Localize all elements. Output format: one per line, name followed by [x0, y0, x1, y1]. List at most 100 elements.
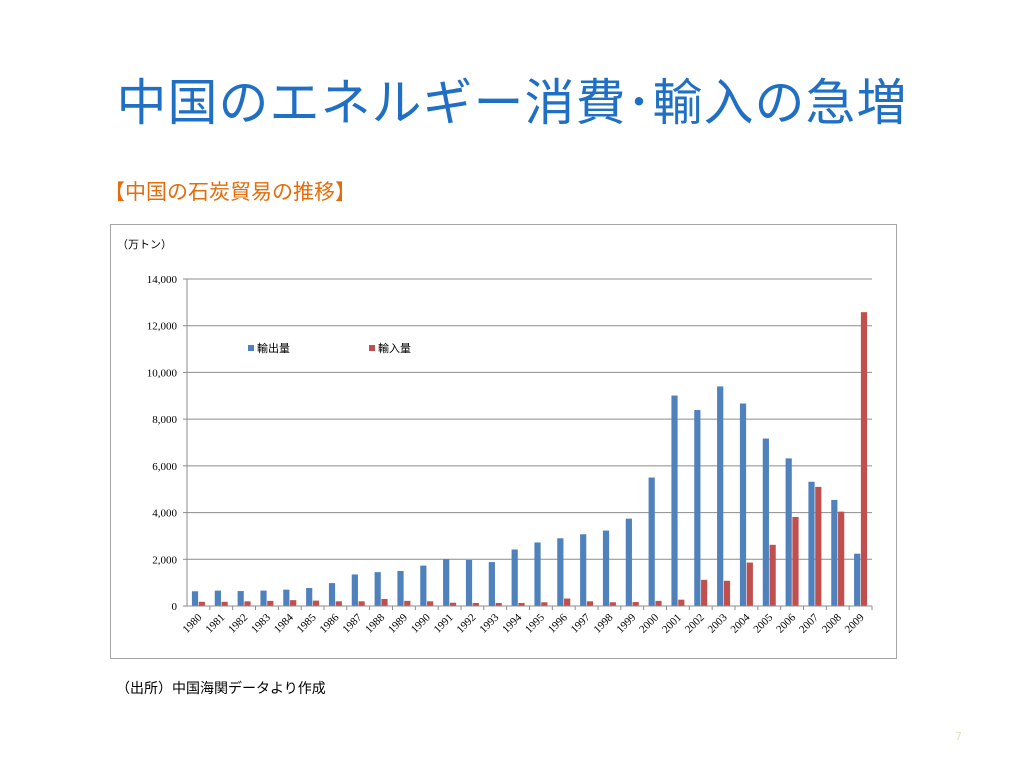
x-tick-label: 1980	[180, 611, 204, 635]
x-tick-label: 2005	[751, 611, 775, 635]
import-bar-2002	[701, 579, 708, 606]
import-bar-1984	[290, 600, 297, 606]
export-bar-2002	[694, 410, 701, 606]
x-tick-labels: 1980198119821983198419851986198719881989…	[180, 611, 867, 635]
y-tick-label: 0	[172, 601, 178, 613]
export-bar-2001	[671, 395, 678, 606]
import-bar-1981	[221, 601, 228, 606]
x-tick-label: 1995	[523, 611, 547, 635]
y-tick-label: 14,000	[147, 274, 178, 286]
x-tick-label: 1982	[226, 612, 250, 636]
x-tick-label: 2002	[683, 612, 707, 636]
x-tick-label: 2006	[774, 611, 798, 635]
export-bar-1980	[191, 591, 199, 606]
x-tick-label: 1996	[546, 611, 570, 635]
export-bar-1996	[557, 538, 564, 606]
export-bar-2007	[808, 481, 815, 606]
x-tick-label: 1981	[203, 612, 227, 636]
x-tick-label: 1991	[432, 612, 456, 636]
export-bar-1993	[488, 562, 495, 606]
x-tick-label: 1983	[249, 611, 273, 635]
import-bar-1986	[335, 601, 342, 606]
source-note: （出所）中国海関データより作成	[116, 681, 326, 697]
import-bar-2003	[723, 580, 731, 606]
export-bar-1982	[237, 591, 244, 606]
x-tick-label: 2001	[660, 612, 684, 636]
export-bar-1990	[420, 565, 427, 606]
x-tick-label: 1998	[591, 611, 615, 635]
gridlines	[187, 278, 872, 560]
y-tick-label: 10,000	[147, 367, 178, 379]
import-bar-1999	[632, 602, 639, 606]
export-bar-1983	[260, 590, 267, 606]
x-tick-label: 2008	[820, 611, 844, 635]
import-bar-1994	[518, 602, 525, 606]
export-bar-1992	[465, 559, 473, 606]
x-tick-label: 2003	[706, 611, 730, 635]
import-bar-1992	[472, 602, 479, 606]
export-bar-1986	[328, 583, 336, 606]
page-number: 7	[955, 730, 962, 743]
y-tick-label: 8,000	[152, 414, 177, 426]
y-tick-label: 12,000	[147, 321, 178, 333]
x-tick-label: 1985	[295, 611, 319, 635]
import-bar-1985	[312, 600, 320, 606]
x-tick-label: 1992	[454, 612, 478, 636]
import-bar-2005	[769, 544, 776, 606]
import-bar-1997	[586, 601, 594, 606]
export-bar-1988	[374, 572, 381, 606]
import-bar-2006	[792, 517, 799, 606]
x-tick-label: 1989	[386, 611, 410, 635]
y-tick-label: 6,000	[152, 461, 177, 473]
x-tick-label: 1990	[409, 611, 433, 635]
export-bar-2009	[854, 553, 861, 606]
export-bar-1989	[397, 570, 404, 606]
export-bar-1994	[511, 549, 518, 606]
bars	[191, 312, 868, 606]
export-bar-1987	[351, 574, 358, 606]
export-bar-1997	[580, 534, 587, 606]
import-bar-1998	[609, 602, 616, 606]
legend-swatch-import	[369, 345, 375, 351]
import-bar-1996	[564, 598, 571, 606]
import-bar-2004	[746, 562, 753, 606]
export-bar-1985	[306, 588, 313, 606]
import-bar-1991	[449, 602, 457, 606]
import-bar-1987	[358, 601, 365, 606]
x-tick-label: 1986	[317, 611, 341, 635]
slide-title: 中国のエネルギー消費･輸入の急増	[116, 74, 908, 132]
x-tick-label: 1993	[477, 611, 501, 635]
import-bar-1983	[267, 600, 274, 606]
export-bar-1984	[283, 589, 290, 606]
chart-frame: （万トン） 0 2,000 4,000 6,000 8,000 10,000 12,000 1…	[110, 224, 897, 659]
legend-label-import: 輸入量	[378, 341, 411, 355]
import-bar-2000	[655, 600, 662, 606]
import-bar-2009	[860, 312, 868, 606]
x-tick-label: 2009	[843, 611, 867, 635]
y-tick-label: 4,000	[152, 508, 177, 520]
import-bar-1988	[381, 598, 388, 606]
x-tick-label: 1999	[614, 611, 638, 635]
chart-subtitle: 【中国の石炭貿易の推移】	[104, 180, 356, 204]
x-tick-label: 2000	[637, 611, 661, 635]
import-bar-1995	[541, 602, 548, 606]
export-bar-2008	[831, 499, 838, 606]
import-bar-2001	[678, 599, 685, 606]
export-bar-2003	[717, 386, 724, 606]
export-bar-1991	[443, 559, 450, 606]
legend-label-export: 輸出量	[257, 341, 290, 355]
legend: 輸出量 輸入量	[248, 341, 411, 355]
y-tick-labels: 0 2,000 4,000 6,000 8,000 10,000 12,000 14,000	[147, 274, 178, 613]
legend-swatch-export	[248, 345, 254, 351]
x-tick-label: 1987	[340, 611, 364, 635]
import-bar-1982	[244, 601, 251, 606]
axes	[183, 278, 873, 610]
y-unit-label: （万トン）	[117, 238, 172, 251]
x-tick-label: 2007	[797, 611, 821, 635]
import-bar-2007	[815, 486, 822, 606]
import-bar-1980	[198, 601, 205, 606]
x-tick-label: 1994	[500, 611, 524, 635]
import-bar-1989	[404, 600, 411, 606]
export-bar-2006	[785, 458, 792, 606]
export-bar-2004	[739, 403, 747, 606]
